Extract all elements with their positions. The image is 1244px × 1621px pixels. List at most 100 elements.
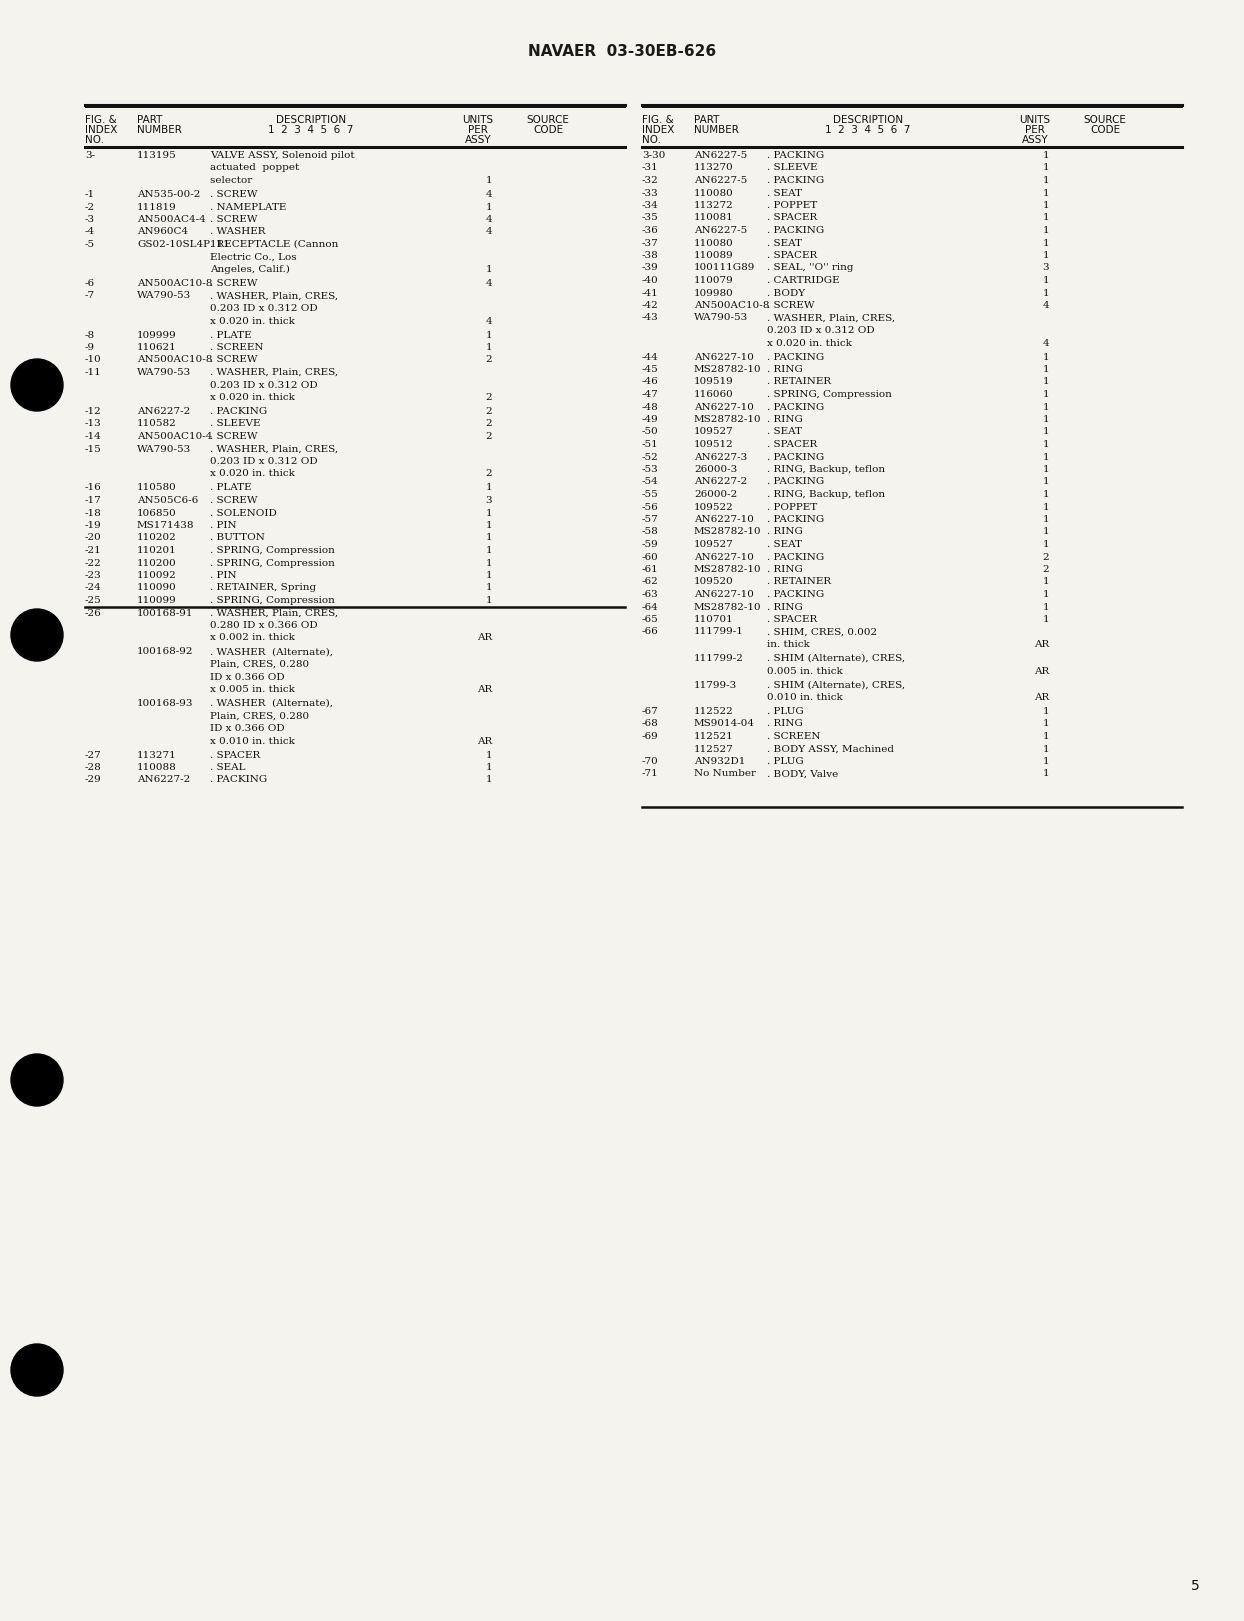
Text: PER: PER	[1025, 125, 1045, 135]
Text: -32: -32	[642, 177, 659, 185]
Text: 2: 2	[485, 433, 491, 441]
Circle shape	[11, 609, 63, 661]
Text: -4: -4	[85, 227, 95, 237]
Text: GS02-10SL4P111: GS02-10SL4P111	[137, 240, 230, 250]
Text: MS28782-10: MS28782-10	[694, 365, 761, 374]
Text: 26000-3: 26000-3	[694, 465, 738, 473]
Text: 1: 1	[1042, 188, 1049, 198]
Text: 112522: 112522	[694, 707, 734, 716]
Text: MS171438: MS171438	[137, 520, 194, 530]
Text: 1: 1	[1042, 614, 1049, 624]
Text: . RECEPTACLE (Cannon: . RECEPTACLE (Cannon	[210, 240, 338, 250]
Text: -65: -65	[642, 614, 659, 624]
Text: 1: 1	[1042, 378, 1049, 386]
Text: INDEX: INDEX	[85, 125, 117, 135]
Text: 2: 2	[485, 470, 491, 478]
Text: . SCREW: . SCREW	[210, 355, 346, 365]
Text: -13: -13	[85, 420, 102, 428]
Text: 1: 1	[485, 597, 491, 605]
Text: 1: 1	[485, 509, 491, 517]
Text: 1: 1	[485, 331, 491, 339]
Text: MS28782-10: MS28782-10	[694, 603, 761, 611]
Text: . SCREEN: . SCREEN	[210, 344, 348, 352]
Text: . SCREW: . SCREW	[210, 216, 346, 224]
Text: 1: 1	[1042, 590, 1049, 600]
Text: WA790-53: WA790-53	[137, 444, 192, 454]
Text: 1: 1	[1042, 757, 1049, 767]
Text: . RING: . RING	[768, 365, 897, 374]
Text: . RING: . RING	[768, 720, 897, 728]
Text: . RETAINER, Spring: . RETAINER, Spring	[210, 584, 338, 593]
Text: 110089: 110089	[694, 251, 734, 259]
Text: WA790-53: WA790-53	[137, 368, 192, 378]
Text: 100168-93: 100168-93	[137, 699, 194, 708]
Text: 1: 1	[485, 203, 491, 211]
Text: -8: -8	[85, 331, 95, 339]
Text: 1: 1	[1042, 452, 1049, 462]
Text: MS28782-10: MS28782-10	[694, 415, 761, 425]
Text: 1: 1	[1042, 402, 1049, 412]
Text: . SCREW: . SCREW	[210, 496, 346, 506]
Text: 3-: 3-	[85, 151, 95, 160]
Text: -66: -66	[642, 627, 659, 637]
Text: 1: 1	[1042, 251, 1049, 259]
Text: 0.005 in. thick: 0.005 in. thick	[768, 666, 862, 676]
Text: 1: 1	[485, 559, 491, 567]
Text: actuated  poppet: actuated poppet	[210, 164, 300, 172]
Text: . PACKING: . PACKING	[768, 553, 902, 561]
Text: -7: -7	[85, 292, 95, 300]
Text: 109522: 109522	[694, 503, 734, 512]
Text: 1: 1	[1042, 238, 1049, 248]
Text: . WASHER: . WASHER	[210, 227, 347, 237]
Text: MS28782-10: MS28782-10	[694, 566, 761, 574]
Text: . BODY, Valve: . BODY, Valve	[768, 770, 871, 778]
Text: 113272: 113272	[694, 201, 734, 211]
Text: AR: AR	[476, 686, 491, 694]
Text: -47: -47	[642, 391, 659, 399]
Text: 1: 1	[485, 763, 491, 772]
Text: . BUTTON: . BUTTON	[210, 533, 346, 543]
Text: 100111G89: 100111G89	[694, 264, 755, 272]
Text: 111799-1: 111799-1	[694, 627, 744, 637]
Text: 113195: 113195	[137, 151, 177, 160]
Text: x 0.010 in. thick: x 0.010 in. thick	[210, 736, 307, 746]
Text: MS9014-04: MS9014-04	[694, 720, 755, 728]
Text: -46: -46	[642, 378, 659, 386]
Text: . SOLENOID: . SOLENOID	[210, 509, 352, 517]
Text: AN505C6-6: AN505C6-6	[137, 496, 198, 506]
Text: . SEAT: . SEAT	[768, 238, 899, 248]
Text: 110200: 110200	[137, 559, 177, 567]
Text: 111799-2: 111799-2	[694, 653, 744, 663]
Text: -37: -37	[642, 238, 659, 248]
Text: 0.203 ID x 0.312 OD: 0.203 ID x 0.312 OD	[210, 305, 317, 313]
Text: 110081: 110081	[694, 214, 734, 222]
Text: -1: -1	[85, 190, 95, 199]
Text: FIG. &: FIG. &	[642, 115, 674, 125]
Text: . BODY ASSY, Machined: . BODY ASSY, Machined	[768, 744, 903, 754]
Text: SOURCE: SOURCE	[526, 115, 570, 125]
Text: CODE: CODE	[1090, 125, 1120, 135]
Text: 1: 1	[1042, 352, 1049, 361]
Text: -54: -54	[642, 478, 659, 486]
Text: 1: 1	[1042, 603, 1049, 611]
Text: -38: -38	[642, 251, 659, 259]
Text: . SPRING, Compression: . SPRING, Compression	[210, 546, 348, 554]
Text: ASSY: ASSY	[465, 135, 491, 144]
Text: . SPACER: . SPACER	[768, 251, 902, 259]
Text: 3: 3	[1042, 264, 1049, 272]
Text: . RING, Backup, teflon: . RING, Backup, teflon	[768, 465, 898, 473]
Text: AN6227-5: AN6227-5	[694, 177, 748, 185]
Text: AR: AR	[1034, 694, 1049, 702]
Text: . WASHER, Plain, CRES,: . WASHER, Plain, CRES,	[210, 444, 338, 454]
Text: 1  2  3  4  5  6  7: 1 2 3 4 5 6 7	[825, 125, 911, 135]
Text: 1: 1	[1042, 527, 1049, 537]
Text: 1: 1	[1042, 515, 1049, 524]
Text: AN500AC10-8: AN500AC10-8	[137, 355, 213, 365]
Text: VALVE ASSY, Solenoid pilot: VALVE ASSY, Solenoid pilot	[210, 151, 355, 160]
Text: PART: PART	[137, 115, 163, 125]
Text: 1: 1	[1042, 744, 1049, 754]
Text: -24: -24	[85, 584, 102, 593]
Text: . RING: . RING	[768, 415, 897, 425]
Text: AR: AR	[476, 736, 491, 746]
Text: . POPPET: . POPPET	[768, 503, 898, 512]
